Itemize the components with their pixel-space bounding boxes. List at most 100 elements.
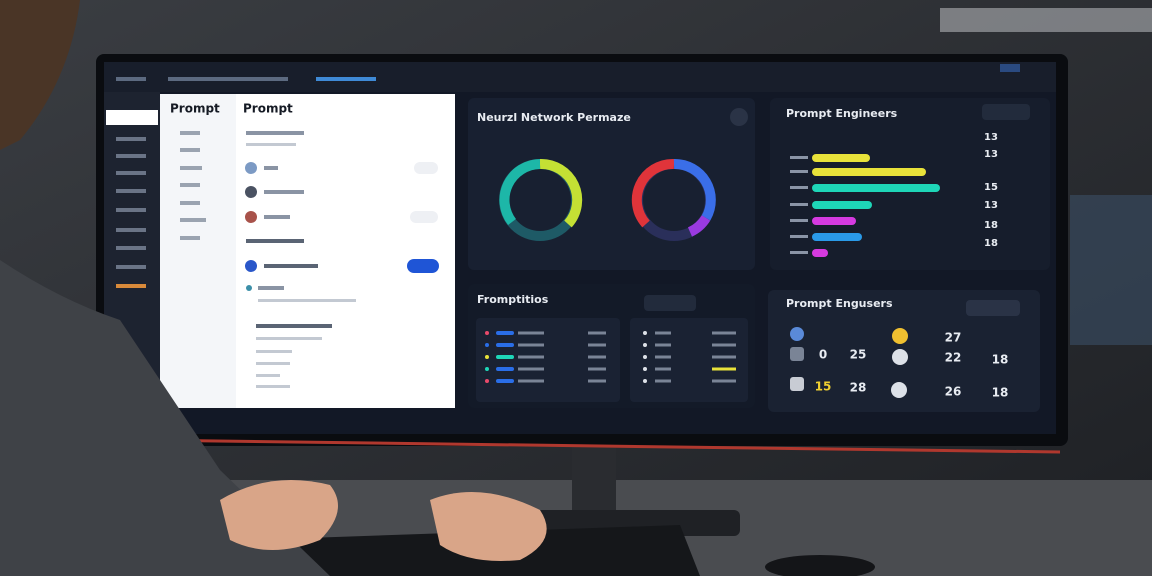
engineer-numbers: 13 13 15 13 18 18 [984, 132, 998, 249]
user-icon [892, 349, 908, 365]
sidebar-item[interactable] [116, 284, 146, 288]
user-number: 18 [992, 353, 1009, 367]
card-controls[interactable] [982, 104, 1030, 120]
activity-rows [485, 331, 736, 383]
gauges [499, 158, 716, 241]
sidebar-selected[interactable] [106, 110, 158, 125]
bar [812, 249, 828, 257]
menu-line [180, 166, 202, 170]
bar [496, 367, 514, 371]
dot [485, 343, 489, 347]
list-line [256, 324, 332, 328]
user-icon [891, 382, 907, 398]
gauge-arc [539, 158, 583, 228]
line [588, 367, 606, 371]
dot [643, 379, 647, 383]
sidebar-item[interactable] [116, 154, 146, 158]
card-title: Fromptitios [477, 293, 549, 306]
card-title: Prompt Engineers [786, 107, 898, 120]
card-title: Neurzl Network Permaze [477, 111, 631, 124]
bar [812, 233, 862, 241]
label-placeholder [790, 235, 808, 238]
engineer-number: 13 [984, 149, 998, 160]
line [655, 331, 671, 335]
line [588, 355, 606, 359]
line [588, 331, 606, 335]
list-line [246, 143, 296, 146]
panel-menu [180, 131, 206, 240]
chip[interactable] [414, 162, 438, 174]
list-line [258, 286, 284, 290]
line [655, 355, 671, 359]
bar [496, 379, 514, 383]
sidebar-item[interactable] [116, 228, 146, 232]
sidebar-item[interactable] [116, 189, 146, 193]
sidebar-item[interactable] [116, 208, 146, 212]
label-placeholder [790, 186, 808, 189]
list-line [264, 264, 318, 268]
network-card [468, 98, 755, 270]
avatar [245, 211, 257, 223]
list-line [264, 166, 278, 170]
gauge-arc [499, 159, 541, 226]
list-line [256, 385, 290, 388]
bar [496, 343, 514, 347]
card-controls[interactable] [644, 295, 696, 311]
sidebar-item[interactable] [116, 246, 146, 250]
label-placeholder [790, 156, 808, 159]
toolbar-icon [116, 77, 146, 81]
user-number: 25 [850, 348, 867, 362]
toolbar-icon [1000, 64, 1020, 72]
menu-line [180, 148, 200, 152]
line [588, 379, 606, 383]
toolbar-icons [116, 64, 1020, 81]
engineer-number: 15 [984, 182, 998, 193]
list-line [256, 337, 322, 340]
dot [643, 355, 647, 359]
card-menu[interactable] [730, 108, 748, 126]
label-placeholder [790, 219, 808, 222]
label-placeholder [790, 251, 808, 254]
user-number: 26 [945, 385, 962, 399]
card-controls[interactable] [966, 300, 1020, 316]
hand [220, 480, 338, 550]
dot [643, 331, 647, 335]
bar [496, 355, 514, 359]
hand [430, 492, 547, 561]
bar [812, 184, 940, 192]
mouse [765, 555, 875, 576]
menu-line [180, 131, 200, 135]
line [518, 367, 544, 371]
dot [485, 367, 489, 371]
label-placeholder [790, 203, 808, 206]
avatar [245, 162, 257, 174]
user-number: 27 [945, 331, 962, 345]
line [655, 367, 671, 371]
sidebar-item[interactable] [116, 171, 146, 175]
sidebar-item[interactable] [116, 137, 146, 141]
line [518, 355, 544, 359]
sidebar-item[interactable] [116, 265, 146, 269]
chip[interactable] [410, 211, 438, 223]
user-number: 0 [819, 348, 827, 362]
action-button[interactable] [407, 259, 439, 273]
panel-title: Prompt [243, 102, 293, 116]
line [655, 379, 671, 383]
bar-rows [790, 154, 940, 257]
list-line [246, 131, 304, 135]
dot [485, 331, 489, 335]
list-panel [236, 94, 455, 408]
line [712, 379, 736, 383]
card-title: Prompt Engusers [786, 297, 893, 310]
gauge-arc [673, 158, 716, 221]
list-line [264, 215, 290, 219]
list-line [258, 299, 356, 302]
menu-line [180, 183, 200, 187]
line [588, 343, 606, 347]
user-icons [790, 327, 908, 398]
dot [485, 355, 489, 359]
avatar [245, 186, 257, 198]
toolbar-icon [316, 77, 376, 81]
